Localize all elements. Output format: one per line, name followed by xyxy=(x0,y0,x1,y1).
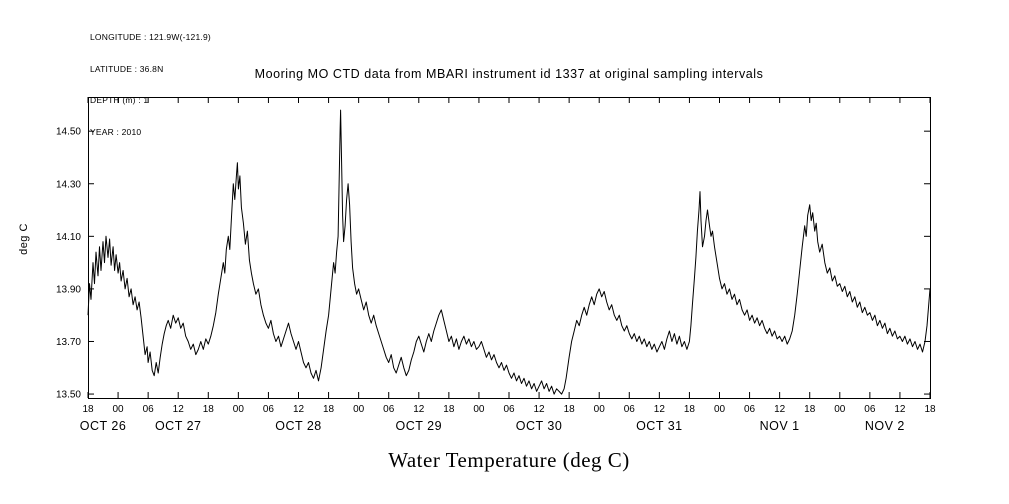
x-date-label: OCT 27 xyxy=(155,419,202,433)
x-tick-label: 00 xyxy=(834,404,846,415)
x-tick-label: 06 xyxy=(143,404,155,415)
x-tick-label: 12 xyxy=(894,404,906,415)
x-date-label: OCT 28 xyxy=(275,419,322,433)
x-date-label: OCT 26 xyxy=(80,419,127,433)
year-text: YEAR : 2010 xyxy=(90,126,142,137)
y-tick-label: 14.50 xyxy=(56,127,81,138)
x-tick-label: 00 xyxy=(233,404,245,415)
x-tick-label: 18 xyxy=(82,404,94,415)
x-tick-label: 12 xyxy=(774,404,786,415)
depth-text: DEPTH (m) : 1 xyxy=(90,95,149,105)
x-tick-label: 00 xyxy=(473,404,485,415)
x-date-label: NOV 2 xyxy=(865,419,905,433)
y-tick-label: 13.70 xyxy=(56,337,81,348)
x-date-label: OCT 29 xyxy=(396,419,443,433)
x-tick-label: 12 xyxy=(173,404,185,415)
y-tick-label: 14.30 xyxy=(56,179,81,190)
longitude-text: LONGITUDE : 121.9W(-121.9) xyxy=(90,32,211,42)
x-tick-label: 00 xyxy=(353,404,365,415)
x-date-label: OCT 31 xyxy=(636,419,683,433)
x-tick-label: 00 xyxy=(113,404,125,415)
x-tick-label: 06 xyxy=(624,404,636,415)
latitude-text: LATITUDE : 36.8N xyxy=(90,63,164,74)
plot-frame xyxy=(88,97,931,399)
temperature-series-line xyxy=(87,109,931,395)
x-axis-caption: Water Temperature (deg C) xyxy=(388,448,630,472)
x-tick-label: 06 xyxy=(864,404,876,415)
x-tick-label: 00 xyxy=(714,404,726,415)
x-tick-label: 18 xyxy=(564,404,576,415)
x-tick-label: 06 xyxy=(744,404,756,415)
y-tick-label: 13.50 xyxy=(56,390,81,401)
x-tick-label: 06 xyxy=(383,404,395,415)
x-tick-label: 18 xyxy=(684,404,696,415)
x-tick-label: 18 xyxy=(323,404,335,415)
x-tick-label: 18 xyxy=(203,404,215,415)
x-tick-label: 18 xyxy=(804,404,816,415)
station-info: LONGITUDE : 121.9W(-121.9) LATITUDE : 36… xyxy=(90,11,211,158)
x-date-label: OCT 30 xyxy=(516,419,563,433)
x-tick-label: 06 xyxy=(263,404,275,415)
x-tick-label: 12 xyxy=(413,404,425,415)
x-date-label: NOV 1 xyxy=(760,419,800,433)
x-tick-label: 18 xyxy=(443,404,455,415)
x-tick-label: 12 xyxy=(293,404,305,415)
x-tick-label: 00 xyxy=(594,404,606,415)
y-tick-label: 13.90 xyxy=(56,284,81,295)
chart-title: Mooring MO CTD data from MBARI instrumen… xyxy=(254,67,764,81)
x-tick-label: 06 xyxy=(503,404,515,415)
y-tick-label: 14.10 xyxy=(56,232,81,243)
x-tick-label: 12 xyxy=(654,404,666,415)
x-tick-label: 18 xyxy=(924,404,936,415)
x-tick-label: 12 xyxy=(534,404,546,415)
